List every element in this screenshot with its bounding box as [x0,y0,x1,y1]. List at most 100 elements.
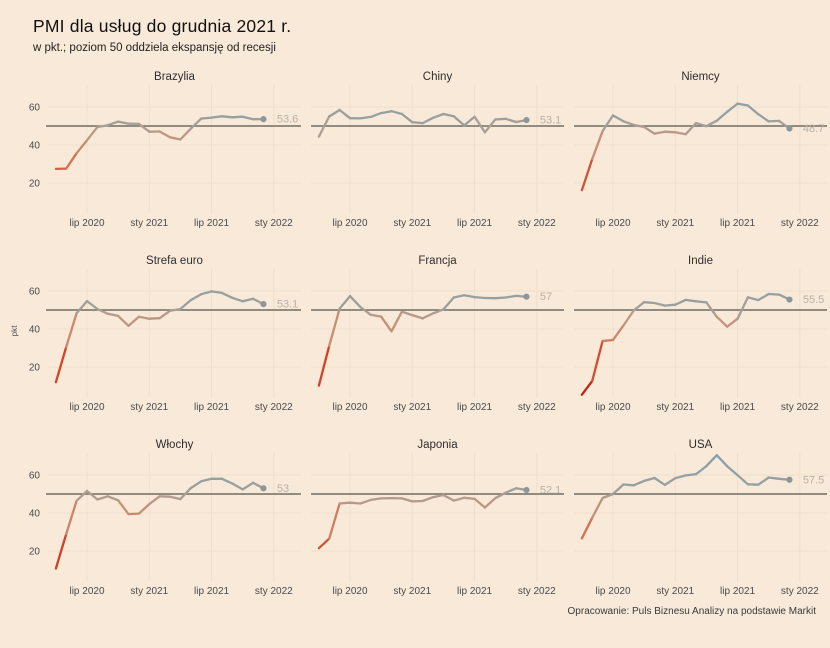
end-value-label: 57 [540,291,552,303]
pmi-line-segment [220,291,234,299]
pmi-line-segment [653,130,667,135]
panel-wlochy: 53 Włochy lip 2020 sty 2021 lip 2021 sty 2022… [8,438,301,596]
pmi-line-segment [220,115,234,119]
pmi-line-segment [580,516,594,540]
y-tick-label: 40 [29,325,41,336]
pmi-line-segment [241,481,255,491]
end-point-dot [260,485,267,492]
pmi-line-segment [189,293,203,302]
panel-chart: 57 Francja lip 2020 sty 2021 lip 2021 sty 202… [311,255,564,412]
pmi-line-segment [483,497,497,509]
pmi-line-segment [338,501,352,505]
pmi-line-segment [421,116,435,125]
pmi-line-segment [473,295,487,300]
pmi-line-segment [116,120,130,125]
pmi-line-segment [127,512,141,516]
panel-chiny: 53.1 Chiny lip 2020 sty 2021 lip 2021 sty 202… [311,70,564,228]
chart-header: PMI dla usług do grudnia 2021 r. w pkt.;… [0,0,830,54]
end-value-label: 53.1 [277,299,298,311]
pmi-line-segment [400,497,414,503]
panel-chart: 55.5 Indie lip 2020 sty 2021 lip 2021 sty 202… [574,255,827,412]
pmi-line-segment [137,315,151,320]
pmi-line-segment [106,312,120,318]
pmi-line-segment [473,115,487,134]
pmi-line-segment [379,110,393,115]
pmi-line-segment [504,117,518,124]
panel-niemcy: 48.7 Niemcy lip 2020 sty 2021 lip 2021 sty 20… [574,70,827,228]
pmi-line-segment [591,339,604,383]
pmi-line-segment [757,113,770,123]
end-value-label: 52.1 [540,485,561,497]
pmi-line-segment [96,495,109,501]
pmi-line-segment [746,296,760,302]
panel-chart: 53.1 Strefa euro lip 2020 sty 2021 lip 2021 s… [9,255,301,412]
pmi-line-segment [463,294,476,299]
panel-title: Strefa euro [146,255,203,267]
pmi-line-segment [431,112,445,119]
pmi-line-segment [158,130,172,139]
pmi-line-segment [622,483,635,487]
x-tick-label: sty 2021 [656,402,694,412]
pmi-line-segment [642,301,656,305]
y-tick-label: 60 [29,103,41,114]
pmi-line-segment [431,308,445,315]
y-tick-label: 40 [29,141,41,152]
pmi-line-segment [210,115,224,119]
pmi-line-segment [179,127,192,141]
pmi-line-segment [622,120,635,127]
x-tick-label: sty 2021 [393,402,431,412]
panel-francja: 57 Francja lip 2020 sty 2021 lip 2021 sty 202… [311,254,564,412]
pmi-line-segment [726,102,739,113]
pmi-line-segment [65,312,78,349]
pmi-line-segment [694,300,708,304]
pmi-line-segment [348,294,362,309]
end-point-dot [786,296,793,303]
x-tick-label: sty 2022 [255,586,293,596]
y-tick-label: 20 [29,363,41,374]
pmi-line-segment [75,299,89,315]
pmi-line-segment [611,324,625,342]
x-tick-label: lip 2021 [457,586,492,596]
pmi-line-segment [148,495,161,506]
pmi-line-segment [591,129,604,161]
x-tick-label: sty 2021 [393,586,431,596]
pmi-line-segment [200,290,213,296]
pmi-line-segment [632,301,646,312]
y-tick-label: 20 [29,179,41,190]
pmi-line-segment [684,121,698,136]
pmi-line-segment [674,474,687,480]
x-tick-label: sty 2022 [255,218,293,228]
panel-title: Indie [688,255,713,267]
pmi-line-segment [694,121,708,128]
pmi-line-segment [390,310,404,333]
panel-title: Brazylia [154,71,196,83]
pmi-line-segment [601,492,615,500]
pmi-line-segment [674,298,687,306]
panel-chart: 53 Włochy lip 2020 sty 2021 lip 2021 sty 2022… [29,439,301,596]
end-point-dot [523,293,530,300]
x-tick-label: lip 2020 [332,402,367,412]
pmi-line-segment [483,118,497,134]
pmi-line-segment [200,116,213,120]
pmi-line-segment [220,477,234,485]
panel-title: Japonia [417,439,458,451]
pmi-line-segment [379,315,393,333]
pmi-line-segment [663,477,677,487]
pmi-line-segment [338,108,352,120]
end-point-dot [523,117,530,124]
pmi-line-segment [452,496,466,502]
pmi-line-segment [200,477,213,483]
x-tick-label: lip 2020 [69,218,104,228]
pmi-line-segment [338,294,352,310]
pmi-line-segment [348,501,362,505]
pmi-line-segment [317,537,331,550]
x-tick-label: sty 2022 [518,218,556,228]
pmi-line-segment [736,474,750,486]
x-tick-label: sty 2022 [518,402,556,412]
pmi-line-segment [494,296,507,300]
page-subtitle: w pkt.; poziom 50 oddziela ekspansję od … [33,42,276,54]
pmi-line-segment [54,345,68,384]
pmi-line-segment [757,476,770,486]
x-tick-label: lip 2021 [720,402,755,412]
pmi-line-segment [601,338,615,343]
